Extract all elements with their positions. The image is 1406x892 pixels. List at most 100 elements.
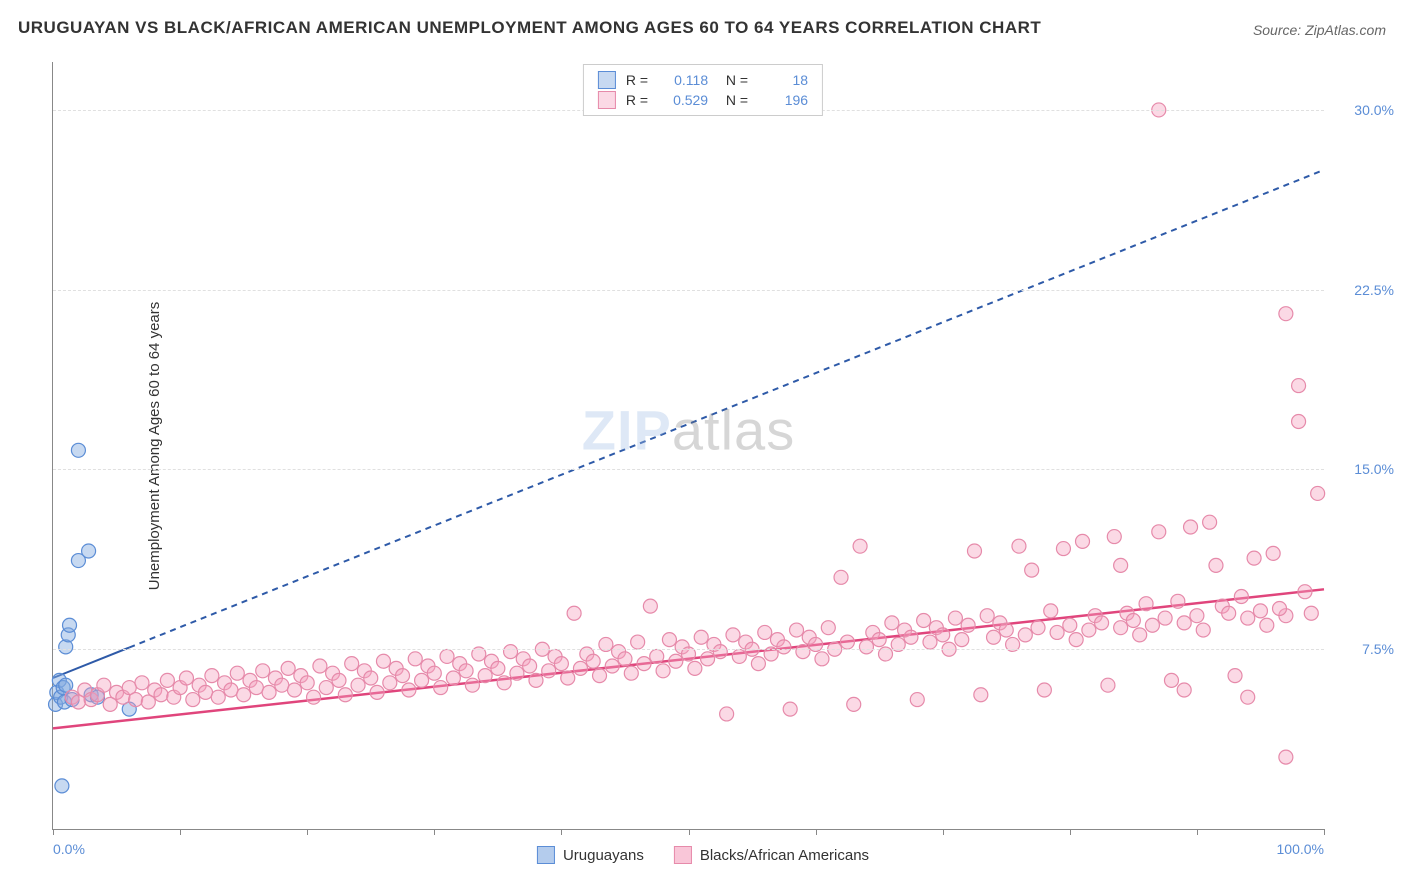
n-value-1: 18 [758, 72, 808, 88]
data-point [1164, 673, 1178, 687]
r-label: R = [626, 92, 648, 108]
gridline [53, 469, 1324, 470]
y-tick-label: 15.0% [1354, 461, 1394, 477]
data-point [415, 673, 429, 687]
data-point [1279, 750, 1293, 764]
data-point [694, 630, 708, 644]
data-point [967, 544, 981, 558]
data-point [129, 693, 143, 707]
swatch-icon [598, 71, 616, 89]
gridline [53, 649, 1324, 650]
x-tick [561, 829, 562, 835]
swatch-icon [537, 846, 555, 864]
data-point [529, 673, 543, 687]
data-point [815, 652, 829, 666]
x-tick [434, 829, 435, 835]
data-point [1279, 307, 1293, 321]
data-point [1253, 604, 1267, 618]
data-point [1171, 594, 1185, 608]
data-point [376, 654, 390, 668]
data-point [1056, 542, 1070, 556]
data-point [332, 673, 346, 687]
data-point [1292, 415, 1306, 429]
data-point [1063, 618, 1077, 632]
data-point [732, 649, 746, 663]
source-label: Source: ZipAtlas.com [1253, 22, 1386, 38]
data-point [777, 640, 791, 654]
data-point [561, 671, 575, 685]
data-point [1311, 486, 1325, 500]
data-point [1044, 604, 1058, 618]
y-tick-label: 7.5% [1362, 641, 1394, 657]
data-point [643, 599, 657, 613]
data-point [459, 664, 473, 678]
swatch-icon [598, 91, 616, 109]
data-point [618, 652, 632, 666]
x-tick [1324, 829, 1325, 835]
data-point [987, 630, 1001, 644]
data-point [796, 645, 810, 659]
data-point [307, 690, 321, 704]
x-tick [1197, 829, 1198, 835]
data-point [885, 616, 899, 630]
data-point [440, 649, 454, 663]
data-point [790, 623, 804, 637]
data-point [281, 661, 295, 675]
data-point [713, 645, 727, 659]
swatch-icon [674, 846, 692, 864]
data-point [834, 570, 848, 584]
data-point [287, 683, 301, 697]
r-label: R = [626, 72, 648, 88]
data-point [720, 707, 734, 721]
data-point [364, 671, 378, 685]
data-point [1292, 379, 1306, 393]
r-value-2: 0.529 [658, 92, 708, 108]
data-point [980, 609, 994, 623]
trend-line-dash [129, 170, 1324, 648]
x-tick [180, 829, 181, 835]
data-point [319, 681, 333, 695]
data-point [1247, 551, 1261, 565]
data-point [1260, 618, 1274, 632]
data-point [650, 649, 664, 663]
legend-bottom: Uruguayans Blacks/African Americans [537, 846, 869, 864]
data-point [872, 633, 886, 647]
data-point [1107, 530, 1121, 544]
data-point [688, 661, 702, 675]
data-point [313, 659, 327, 673]
x-tick [53, 829, 54, 835]
data-point [1228, 669, 1242, 683]
legend-label-1: Uruguayans [563, 847, 644, 864]
x-tick [689, 829, 690, 835]
data-point [497, 676, 511, 690]
data-point [1158, 611, 1172, 625]
data-point [1037, 683, 1051, 697]
data-point [256, 664, 270, 678]
data-point [542, 664, 556, 678]
data-point [275, 678, 289, 692]
data-point [999, 623, 1013, 637]
data-point [1095, 616, 1109, 630]
data-point [1101, 678, 1115, 692]
data-point [840, 635, 854, 649]
data-point [758, 625, 772, 639]
data-point [383, 676, 397, 690]
data-point [1126, 613, 1140, 627]
data-point [859, 640, 873, 654]
data-point [465, 678, 479, 692]
data-point [1184, 520, 1198, 534]
data-point [955, 633, 969, 647]
data-point [1076, 534, 1090, 548]
data-point [71, 443, 85, 457]
data-point [1222, 606, 1236, 620]
data-point [510, 666, 524, 680]
data-point [523, 659, 537, 673]
data-point [751, 657, 765, 671]
data-point [783, 702, 797, 716]
data-point [338, 688, 352, 702]
data-point [230, 666, 244, 680]
data-point [434, 681, 448, 695]
data-point [1209, 558, 1223, 572]
data-point [923, 635, 937, 649]
data-point [701, 652, 715, 666]
